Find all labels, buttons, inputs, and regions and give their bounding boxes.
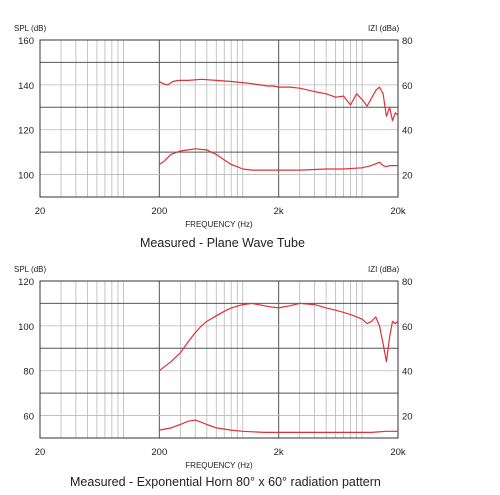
- y-tick-label-right: 60: [402, 81, 413, 92]
- plot-frame: [39, 280, 399, 439]
- y-tick-label-left: 100: [18, 171, 34, 182]
- chart-caption: Measured - Exponential Horn 80° x 60° ra…: [70, 475, 381, 489]
- x-tick-label: 20k: [390, 447, 406, 458]
- y-tick-label-left: 120: [18, 277, 34, 288]
- x-tick-label: 200: [151, 206, 167, 217]
- y-axis-title-left: SPL (dB): [14, 24, 46, 33]
- y-axis-title-right: IZI (dBa): [368, 24, 399, 33]
- y-axis-title-left: SPL (dB): [14, 265, 46, 274]
- impedance-series-line: [159, 419, 398, 433]
- y-tick-label-right: 40: [402, 126, 413, 137]
- y-tick-label-right: 20: [402, 171, 413, 182]
- y-tick-label-left: 60: [23, 412, 34, 423]
- x-tick-label: 2k: [274, 447, 284, 458]
- y-tick-label-right: 80: [402, 277, 413, 288]
- exponential-horn-chart: SPL (dB) IZI (dBa) FREQUENCY (Hz) 20 200 2k 20…: [14, 265, 413, 489]
- y-tick-label-left: 80: [23, 367, 34, 378]
- x-tick-label: 20: [35, 447, 46, 458]
- x-tick-label: 20: [35, 206, 46, 217]
- impedance-series-line: [158, 148, 398, 171]
- y-tick-label-right: 40: [402, 367, 413, 378]
- x-tick-label: 2k: [274, 206, 284, 217]
- x-tick-label: 20k: [390, 206, 406, 217]
- y-axis-title-right: IZI (dBa): [368, 265, 399, 274]
- chart-caption: Measured - Plane Wave Tube: [140, 236, 305, 250]
- plot-frame: [39, 39, 399, 198]
- x-axis-title: FREQUENCY (Hz): [185, 461, 253, 470]
- x-axis-title: FREQUENCY (Hz): [185, 220, 253, 229]
- plane-wave-tube-chart: SPL (dB) IZI (dBa) FREQUENCY (Hz) 20 200 2k 20…: [14, 24, 413, 250]
- y-tick-label-right: 20: [402, 412, 413, 423]
- spl-series-line: [158, 302, 399, 372]
- y-tick-label-left: 100: [18, 322, 34, 333]
- y-tick-label-right: 80: [402, 36, 413, 47]
- y-tick-label-left: 120: [18, 126, 34, 137]
- spl-series-line: [158, 78, 399, 122]
- x-tick-label: 200: [151, 447, 167, 458]
- y-tick-label-right: 60: [402, 322, 413, 333]
- y-tick-label-left: 140: [18, 81, 34, 92]
- y-tick-label-left: 160: [18, 36, 34, 47]
